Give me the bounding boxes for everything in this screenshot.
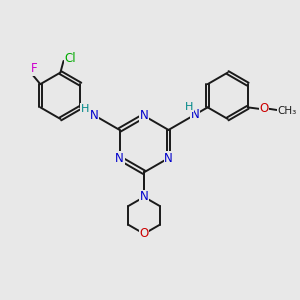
- Text: Cl: Cl: [65, 52, 76, 65]
- Text: N: N: [140, 109, 148, 122]
- Text: CH₃: CH₃: [278, 106, 297, 116]
- Text: N: N: [164, 152, 173, 165]
- Text: F: F: [31, 62, 38, 75]
- Text: N: N: [140, 190, 148, 203]
- Text: N: N: [89, 109, 98, 122]
- Text: N: N: [115, 152, 124, 165]
- Text: O: O: [260, 102, 269, 115]
- Text: H: H: [185, 102, 193, 112]
- Text: N: N: [140, 192, 148, 205]
- Text: O: O: [140, 227, 149, 240]
- Text: H: H: [81, 103, 89, 113]
- Text: N: N: [190, 108, 199, 121]
